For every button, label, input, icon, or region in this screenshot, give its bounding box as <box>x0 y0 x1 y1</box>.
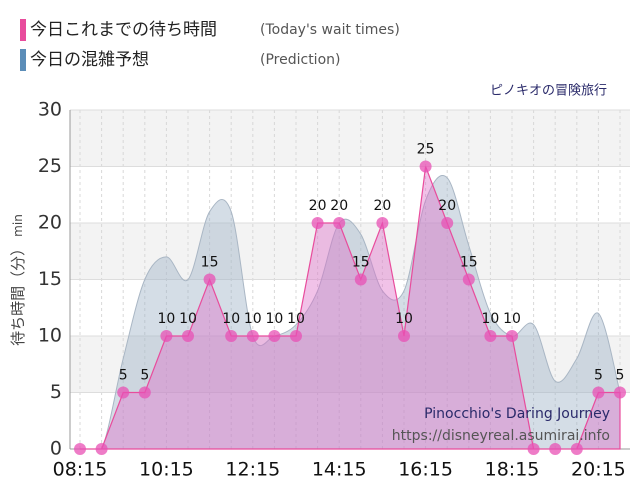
wait-point <box>290 330 302 342</box>
data-label: 5 <box>616 368 625 384</box>
data-label: 15 <box>460 255 478 271</box>
data-label: 10 <box>157 311 175 327</box>
chart-subtitle: ピノキオの冒険旅行 <box>490 84 607 99</box>
data-label: 15 <box>352 255 370 271</box>
y-tick-label: 0 <box>50 438 62 460</box>
wait-point <box>160 330 173 342</box>
data-label: 15 <box>201 255 219 271</box>
wait-point <box>527 443 540 455</box>
wait-point <box>592 386 605 399</box>
x-tick-label: 16:15 <box>398 459 453 481</box>
prediction-area <box>80 175 621 450</box>
x-tick-label: 10:15 <box>139 459 194 481</box>
wait-point <box>484 330 497 342</box>
wait-point <box>419 160 432 173</box>
legend-label: 今日の混雑予想 <box>30 50 149 70</box>
wait-point <box>376 217 389 229</box>
data-label: 20 <box>330 198 348 214</box>
data-label: 10 <box>481 311 499 327</box>
wait-point <box>268 330 281 342</box>
legend-label: 今日これまでの待ち時間 <box>30 20 217 40</box>
wait-point <box>95 443 108 455</box>
y-tick-label: 15 <box>38 268 62 290</box>
data-label: 5 <box>594 368 603 384</box>
data-label: 10 <box>287 311 305 327</box>
watermark-title: Pinocchio's Daring Journey <box>424 406 610 422</box>
x-tick-label: 18:15 <box>485 459 540 481</box>
legend-swatch <box>20 19 26 41</box>
x-tick-label: 20:15 <box>571 459 626 481</box>
y-axis-title: 待ち時間（分） <box>9 241 27 346</box>
wait-point <box>74 443 86 455</box>
wait-area <box>80 166 621 450</box>
legend-label-en: (Today's wait times) <box>260 22 400 38</box>
wait-point <box>246 330 259 342</box>
wait-point <box>614 386 626 399</box>
wait-point <box>441 217 454 229</box>
y-tick-label: 25 <box>38 155 62 177</box>
y-tick-label: 30 <box>38 99 62 121</box>
y-axis-label: 待ち時間（分） min <box>9 214 27 346</box>
data-label: 10 <box>222 311 240 327</box>
x-tick-label: 14:15 <box>312 459 367 481</box>
data-label: 10 <box>265 311 283 327</box>
wait-point <box>398 330 410 342</box>
wait-point <box>311 217 324 229</box>
data-label: 5 <box>119 368 128 384</box>
wait-point <box>117 386 130 399</box>
data-label: 5 <box>140 368 149 384</box>
data-label: 10 <box>395 311 413 327</box>
y-tick-label: 5 <box>50 381 62 403</box>
wait-point <box>203 273 216 286</box>
data-label: 25 <box>417 142 435 158</box>
x-tick-label: 08:15 <box>53 459 108 481</box>
data-label: 10 <box>179 311 197 327</box>
legend-swatch <box>20 49 26 71</box>
legend-label-en: (Prediction) <box>260 52 340 68</box>
plot-band <box>70 110 630 167</box>
wait-point <box>138 386 151 399</box>
x-tick-label: 12:15 <box>225 459 280 481</box>
y-tick-label: 10 <box>38 325 62 347</box>
wait-point <box>333 217 346 229</box>
data-label: 20 <box>438 198 456 214</box>
wait-point <box>225 330 238 342</box>
watermark-url: https://disneyreal.asumirai.info <box>392 428 610 444</box>
data-label: 10 <box>244 311 262 327</box>
wait-point <box>462 273 475 286</box>
data-label: 20 <box>309 198 327 214</box>
wait-point <box>549 443 562 455</box>
data-label: 10 <box>503 311 521 327</box>
y-axis-unit: min <box>11 214 25 237</box>
data-label: 20 <box>373 198 391 214</box>
wait-point <box>354 273 367 286</box>
wait-point <box>506 330 518 342</box>
wait-point <box>182 330 194 342</box>
y-tick-label: 20 <box>38 212 62 234</box>
wait-point <box>570 443 583 455</box>
